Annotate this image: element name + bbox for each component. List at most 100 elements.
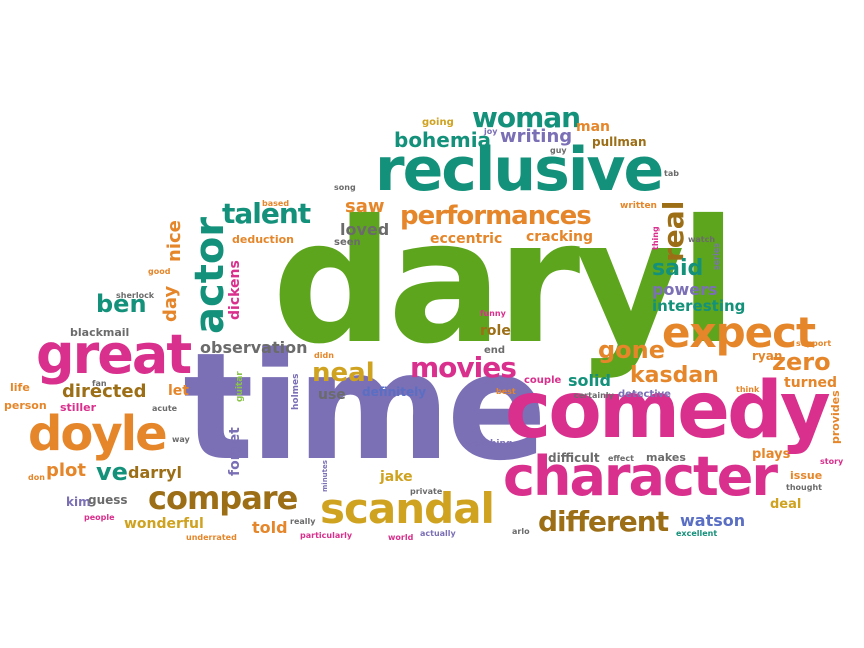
word-joy: joy — [484, 127, 498, 136]
word-watch: watch — [688, 235, 716, 244]
word-ben: ben — [96, 290, 147, 318]
word-daryl: daryl — [272, 184, 737, 382]
word-funny: funny — [480, 309, 506, 318]
word-person: person — [4, 399, 47, 412]
word-detective: detective — [618, 389, 671, 400]
word-guess: guess — [88, 493, 128, 507]
word-way: way — [172, 435, 190, 444]
word-solid: solid — [568, 371, 611, 390]
word-neal: neal — [312, 358, 375, 388]
word-makes: makes — [646, 451, 686, 464]
word-people: people — [84, 513, 115, 522]
word-support: support — [796, 339, 832, 348]
word-really: really — [290, 517, 316, 526]
word-underrated: underrated — [186, 533, 237, 542]
word-time: time — [183, 321, 547, 493]
word-watson: watson — [680, 511, 746, 530]
word-guitar: guitar — [235, 371, 245, 402]
word-actually: actually — [420, 529, 456, 538]
word-ve: ve — [96, 458, 128, 486]
word-loved: loved — [340, 220, 390, 239]
word-let: let — [168, 383, 189, 399]
word-expect: expect — [662, 308, 816, 357]
word-life: life — [10, 381, 30, 394]
word-compare: compare — [148, 479, 298, 517]
word-man: man — [576, 119, 611, 135]
word-world: world — [388, 533, 414, 542]
word-talent: talent — [222, 197, 311, 230]
word-said: said — [652, 256, 704, 281]
word-pullman: pullman — [592, 135, 647, 149]
word-ryan: ryan — [752, 349, 783, 363]
word-kim: kim — [66, 495, 91, 509]
word-different: different — [538, 505, 669, 538]
word-powers: powers — [652, 280, 718, 299]
word-day: day — [160, 285, 181, 322]
word-minutes: minutes — [321, 460, 329, 492]
word-series: series — [712, 242, 721, 270]
word-reclusive: reclusive — [375, 135, 664, 205]
word-kasdan: kasdan — [630, 363, 719, 388]
word-writing: writing — [500, 126, 573, 147]
word-end: end — [484, 345, 506, 356]
word-role: role — [480, 323, 511, 339]
word-good: good — [148, 267, 171, 276]
word-doyle: doyle — [28, 406, 168, 462]
word-observation: observation — [200, 338, 308, 357]
word-forget: forget — [227, 427, 243, 476]
word-tab: tab — [664, 169, 679, 178]
word-darryl: darryl — [128, 463, 182, 482]
word-stiller: stiller — [60, 401, 97, 414]
word-use: use — [318, 387, 346, 403]
word-don: don — [28, 473, 45, 482]
word-plot: plot — [46, 460, 87, 481]
word-particularly: particularly — [300, 531, 353, 540]
word-saw: saw — [345, 196, 385, 217]
word-fan: fan — [92, 379, 107, 388]
word-thing: thing — [651, 226, 660, 250]
word-guy: guy — [550, 146, 567, 155]
word-acute: acute — [152, 404, 178, 413]
word-jake: jake — [380, 469, 413, 485]
word-thought: thought — [786, 483, 822, 492]
word-arlo: arlo — [512, 527, 530, 536]
word-deduction: deduction — [232, 233, 294, 246]
word-definitely: definitely — [362, 385, 427, 399]
word-scandal: scandal — [320, 484, 495, 533]
word-bohemia: bohemia — [394, 128, 492, 152]
word-cracking: cracking — [526, 229, 594, 245]
word-going: going — [422, 117, 454, 128]
word-performances: performances — [400, 201, 592, 231]
word-comedy: comedy — [505, 366, 831, 456]
word-didn: didn — [314, 351, 334, 360]
word-actor: actor — [187, 216, 233, 334]
word-sherlock: sherlock — [116, 291, 155, 300]
word-great: great — [36, 323, 192, 386]
word-watching: watching — [466, 439, 513, 449]
word-dickens: dickens — [227, 260, 243, 320]
word-issue: issue — [790, 469, 823, 482]
word-turned: turned — [784, 375, 838, 391]
word-real: real — [657, 200, 690, 262]
word-interesting: interesting — [652, 297, 746, 315]
word-movies: movies — [410, 351, 517, 384]
word-certainly: certainly — [574, 391, 614, 400]
word-think: think — [736, 385, 760, 394]
word-told: told — [252, 518, 288, 537]
word-couple: couple — [524, 375, 562, 386]
word-provides: provides — [829, 390, 842, 444]
word-holmes: holmes — [291, 373, 301, 410]
word-zero: zero — [772, 348, 831, 376]
word-effect: effect — [608, 454, 634, 463]
word-character: character — [503, 445, 778, 508]
word-private: private — [410, 487, 443, 496]
word-based: based — [262, 199, 290, 208]
word-nice: nice — [164, 220, 185, 262]
word-excellent: excellent — [676, 529, 718, 538]
word-directed: directed — [62, 381, 147, 402]
word-woman: woman — [472, 101, 581, 134]
word-best: best — [496, 387, 516, 396]
word-difficult: difficult — [548, 451, 600, 465]
word-seen: seen — [334, 237, 361, 248]
